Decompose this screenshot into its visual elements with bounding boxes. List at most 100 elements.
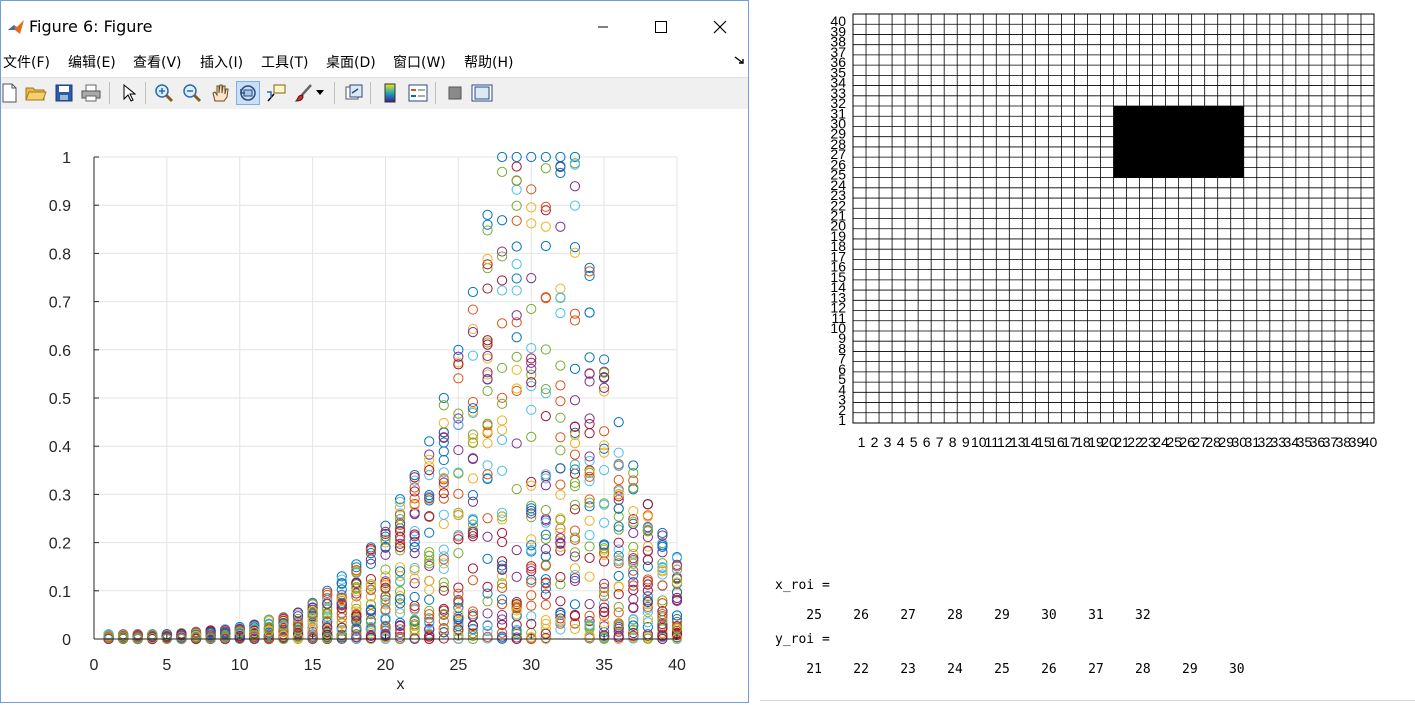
scatter-point: [642, 601, 653, 613]
scatter-point: [497, 556, 508, 567]
scatter-point: [628, 584, 639, 595]
minimize-button[interactable]: [580, 11, 626, 43]
menu-view[interactable]: 查看(V): [133, 55, 182, 71]
scatter-point: [424, 449, 435, 460]
scatter-point: [555, 445, 566, 456]
y-tick-label: 0.8: [49, 246, 71, 263]
scatter-point: [584, 266, 595, 277]
scatter-point: [628, 467, 639, 479]
scatter-point: [526, 377, 537, 388]
brush-dropdown[interactable]: [314, 81, 326, 105]
scatter-point: [526, 202, 537, 213]
x-tick-label: 15: [304, 657, 322, 674]
scatter-point: [599, 606, 610, 617]
new-figure-button[interactable]: [1, 81, 21, 105]
print-button[interactable]: [79, 81, 103, 105]
legend-button[interactable]: [406, 81, 430, 105]
scatter-point: [380, 520, 391, 531]
maximize-button[interactable]: [638, 11, 684, 43]
scatter-point: [409, 507, 420, 518]
grid-chart[interactable]: 1 2 3 4 5 6 7 8 9 1011121314151617181920212223242…: [800, 0, 1400, 460]
scatter-point: [497, 598, 508, 610]
scatter-point: [205, 630, 216, 641]
scatter-point: [584, 599, 595, 610]
menu-file[interactable]: 文件(F): [3, 55, 50, 71]
scatter-point: [613, 619, 624, 630]
scatter-point: [540, 599, 551, 610]
grid-x-tick-label: 40: [1362, 434, 1378, 450]
grid-x-tick-label: 8: [949, 434, 957, 450]
x-tick-label: 30: [522, 657, 540, 674]
scatter-point: [511, 273, 522, 284]
grid-x-tick-label: 6: [923, 434, 931, 450]
menu-help[interactable]: 帮助(H): [464, 55, 514, 71]
scatter-chart[interactable]: 0 5 10 15 20 25 30 35 40 0 0.1 0.2 0.3 0.4 0.5 0.6 0.7 0.…: [1, 109, 748, 703]
scatter-point: [599, 618, 610, 629]
dock-arrow-icon[interactable]: [734, 56, 746, 66]
scatter-point: [555, 380, 566, 391]
show-plot-tools-button[interactable]: [470, 81, 494, 105]
scatter-point: [380, 571, 391, 582]
x-tick-label: 25: [449, 657, 467, 674]
link-plot-button[interactable]: [342, 81, 366, 105]
scatter-point: [584, 352, 595, 363]
grid-x-tick-label: 32: [1257, 434, 1273, 450]
menu-desktop[interactable]: 桌面(D): [326, 55, 376, 71]
scatter-point: [467, 513, 479, 524]
scatter-point: [511, 259, 522, 270]
scatter-point: [365, 584, 377, 595]
scatter-point: [380, 528, 391, 540]
grid-y-tick-label: 34: [830, 75, 846, 91]
scatter-point: [599, 354, 610, 365]
scatter-point: [613, 607, 624, 618]
scatter-point: [540, 589, 551, 600]
save-button[interactable]: [52, 81, 76, 105]
scatter-point: [351, 565, 362, 576]
close-button[interactable]: [697, 11, 743, 43]
grid-x-tick-label: 23: [1140, 434, 1156, 450]
menu-insert[interactable]: 插入(I): [200, 55, 244, 71]
scatter-point: [322, 587, 333, 599]
scatter-point: [482, 253, 493, 265]
data-cursor-button[interactable]: [264, 81, 288, 105]
open-file-button[interactable]: [24, 81, 48, 105]
pan-button[interactable]: [208, 81, 232, 105]
scatter-point: [526, 404, 537, 415]
scatter-point: [365, 574, 377, 585]
maximize-icon: [655, 21, 667, 33]
grid-x-tick-label: 33: [1271, 434, 1287, 450]
y-tick-label: 1: [62, 150, 71, 167]
menu-tools[interactable]: 工具(T): [261, 55, 309, 71]
scatter-point: [642, 617, 653, 628]
scatter-point: [278, 630, 289, 642]
y-tick-label: 0: [62, 632, 71, 649]
rotate-3d-button[interactable]: [236, 81, 260, 105]
zoom-in-button[interactable]: [152, 81, 176, 105]
scatter-point: [642, 579, 653, 590]
scatter-point: [409, 500, 420, 511]
scatter-point: [540, 384, 551, 395]
print-icon: [81, 84, 101, 102]
scatter-point: [628, 527, 639, 539]
menu-edit[interactable]: 编辑(E): [68, 55, 116, 71]
scatter-point: [394, 494, 406, 505]
brush-button[interactable]: [292, 81, 316, 105]
grid-x-tick-label: 13: [1010, 434, 1026, 450]
scatter-point: [540, 529, 551, 540]
hide-plot-tools-button[interactable]: [443, 81, 467, 105]
scatter-point: [526, 590, 537, 601]
x-roi-label: x_roi =: [775, 578, 830, 593]
scatter-point: [394, 496, 406, 508]
grid-x-tick-label: 37: [1323, 434, 1339, 450]
menu-window[interactable]: 窗口(W): [393, 55, 446, 71]
scatter-point: [220, 628, 231, 639]
scatter-point: [555, 489, 566, 500]
colorbar-button[interactable]: [378, 81, 402, 105]
scatter-point: [453, 373, 464, 384]
scatter-point: [642, 499, 653, 510]
select-tool-button[interactable]: [117, 81, 141, 105]
scatter-point: [511, 598, 522, 610]
x-roi-values: 25 26 27 28 29 30 31 32: [775, 608, 1151, 623]
scatter-point: [409, 591, 420, 603]
zoom-out-button[interactable]: [180, 81, 204, 105]
